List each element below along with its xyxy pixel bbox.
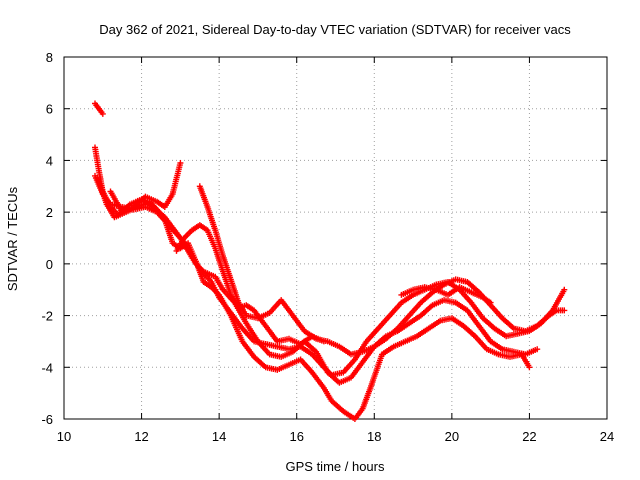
series-arc-7 xyxy=(173,222,327,347)
data-point xyxy=(487,299,494,306)
data-point xyxy=(320,338,327,345)
series-arc-8 xyxy=(398,284,494,306)
x-tick-label: 18 xyxy=(367,429,381,444)
y-tick-label: -4 xyxy=(41,360,53,375)
series-arc-1 xyxy=(92,100,106,117)
data-point xyxy=(526,364,533,371)
y-tick-label: 6 xyxy=(46,102,53,117)
plot-frame xyxy=(63,56,608,420)
data-markers xyxy=(92,100,568,422)
x-axis: 10 12 14 16 18 20 22 24 xyxy=(57,57,614,444)
data-point xyxy=(561,307,568,314)
x-tick-label: 12 xyxy=(134,429,148,444)
data-point xyxy=(177,160,184,166)
y-tick-label: 8 xyxy=(46,50,53,65)
x-tick-label: 20 xyxy=(445,429,459,444)
x-axis-label: GPS time / hours xyxy=(286,459,385,474)
data-point xyxy=(534,346,541,353)
x-tick-label: 10 xyxy=(57,429,71,444)
data-point xyxy=(99,110,106,117)
data-point xyxy=(561,286,568,293)
y-tick-label: -6 xyxy=(41,412,53,427)
series-arc-6 xyxy=(196,183,568,358)
x-tick-label: 24 xyxy=(600,429,614,444)
x-tick-label: 14 xyxy=(212,429,226,444)
y-tick-label: 0 xyxy=(46,257,53,272)
chart-title: Day 362 of 2021, Sidereal Day-to-day VTE… xyxy=(99,22,571,37)
y-axis-label: SDTVAR / TECUs xyxy=(5,186,20,291)
x-tick-label: 22 xyxy=(522,429,536,444)
y-tick-label: -2 xyxy=(41,309,53,324)
y-axis: -6 -4 -2 0 2 4 6 8 xyxy=(41,50,607,427)
y-tick-label: 2 xyxy=(46,205,53,220)
series-arc-5 xyxy=(107,160,184,216)
x-tick-label: 16 xyxy=(289,429,303,444)
y-tick-label: 4 xyxy=(46,153,53,168)
